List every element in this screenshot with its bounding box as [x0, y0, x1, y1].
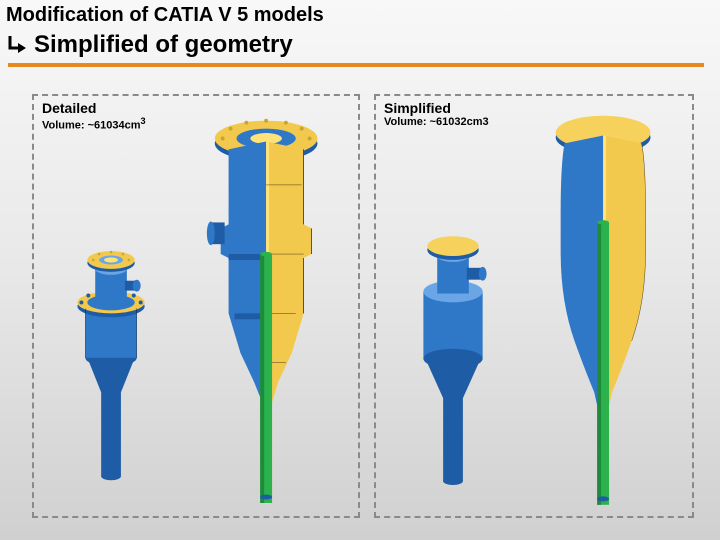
slide-title-block: Modification of CATIA V 5 models Simplif… [6, 4, 714, 67]
indent-arrow-icon [6, 34, 28, 56]
simplified-models-stage [376, 96, 692, 515]
title-line-1: Modification of CATIA V 5 models [6, 4, 714, 27]
detailed-iso-view [77, 251, 144, 480]
detailed-section-view [207, 119, 318, 503]
title-underline [8, 63, 704, 67]
panel-simplified: Simplified Volume: ~61032cm3 [374, 94, 694, 518]
panel-detailed: Detailed Volume: ~61034cm3 [32, 94, 360, 518]
detailed-models-stage [34, 96, 358, 515]
title-line-2-row: Simplified of geometry [6, 31, 714, 59]
simplified-section-view [556, 116, 651, 505]
simplified-iso-view [423, 236, 486, 485]
title-line-2: Simplified of geometry [34, 31, 293, 59]
